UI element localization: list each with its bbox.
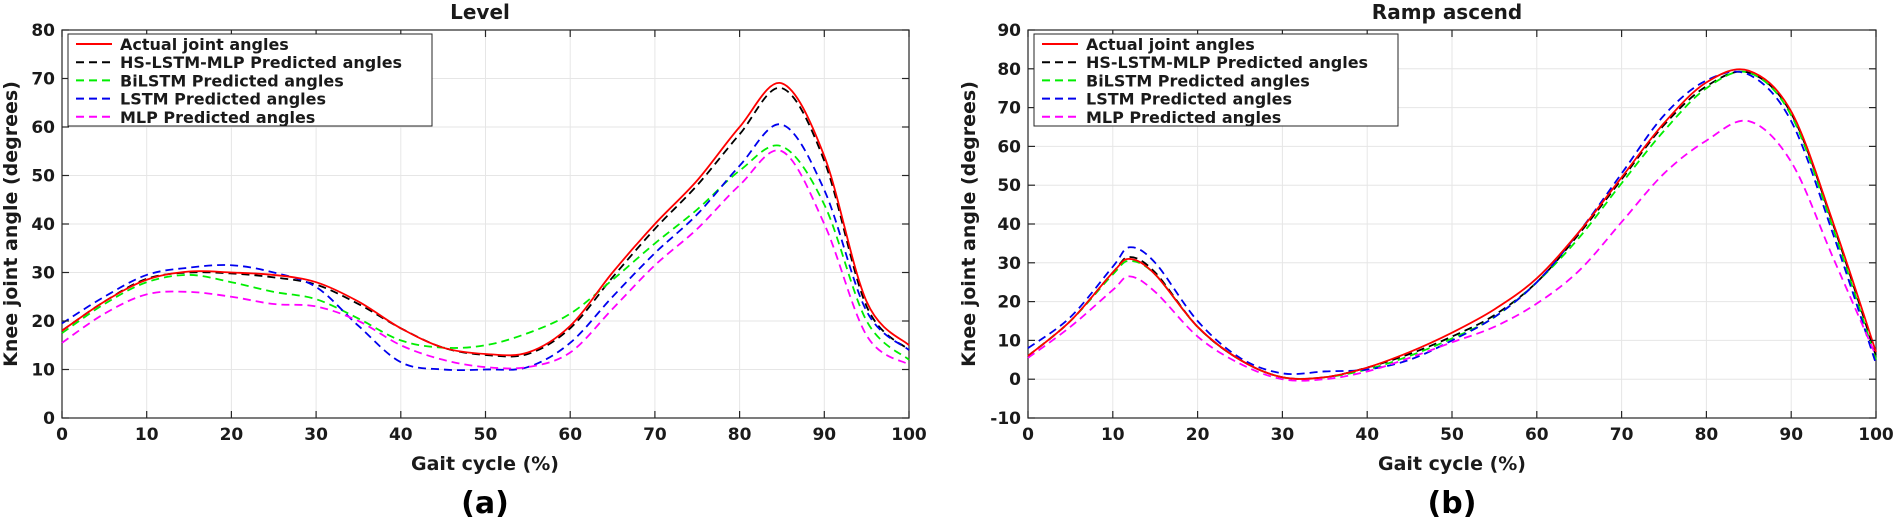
legend-entry: LSTM Predicted angles bbox=[1086, 90, 1292, 109]
x-tick-label: 30 bbox=[1271, 425, 1295, 445]
series-line bbox=[61, 123, 910, 372]
panel-label: (a) bbox=[461, 486, 509, 521]
y-tick-label: 30 bbox=[31, 264, 55, 284]
legend-entry: LSTM Predicted angles bbox=[120, 90, 326, 109]
chart-title: Ramp ascend bbox=[1372, 0, 1522, 24]
series-line bbox=[1027, 119, 1877, 382]
series-layer bbox=[61, 82, 910, 372]
y-tick-label: 30 bbox=[997, 254, 1021, 274]
legend-box bbox=[1033, 33, 1399, 127]
x-tick-label: 40 bbox=[389, 425, 413, 445]
series-line bbox=[1027, 70, 1877, 380]
y-tick-label: 0 bbox=[1009, 370, 1021, 390]
x-tick-label: 60 bbox=[1525, 425, 1549, 445]
legend-entry: BiLSTM Predicted angles bbox=[1086, 71, 1310, 90]
y-tick-label: -10 bbox=[990, 409, 1021, 429]
y-tick-label: 70 bbox=[31, 70, 55, 90]
y-tick-label: 20 bbox=[31, 312, 55, 332]
x-tick-label: 50 bbox=[1440, 425, 1464, 445]
x-tick-label: 50 bbox=[474, 425, 498, 445]
x-axis-label: Gait cycle (%) bbox=[411, 453, 559, 475]
x-tick-label: 70 bbox=[1610, 425, 1634, 445]
legend-entry: BiLSTM Predicted angles bbox=[120, 71, 344, 90]
ticks: 0 10 20 30 40 50 60 70 80 90 100 0 10 20 30 40 50 60 70 80 bbox=[31, 21, 927, 445]
y-tick-label: 60 bbox=[997, 137, 1021, 157]
x-tick-label: 100 bbox=[1858, 425, 1894, 445]
y-tick-label: 50 bbox=[31, 167, 55, 187]
series-line bbox=[61, 82, 910, 357]
series-line bbox=[61, 87, 910, 358]
x-tick-label: 30 bbox=[304, 425, 328, 445]
x-tick-label: 70 bbox=[643, 425, 667, 445]
legend-box bbox=[67, 33, 433, 127]
x-tick-label: 40 bbox=[1355, 425, 1379, 445]
x-tick-label: 20 bbox=[1186, 425, 1210, 445]
ticks: 0 10 20 30 40 50 60 70 80 90 100-10010203040506070… bbox=[990, 21, 1894, 445]
y-tick-label: 10 bbox=[997, 331, 1021, 351]
legend-entry: HS-LSTM-MLP Predicted angles bbox=[120, 53, 402, 72]
x-tick-label: 10 bbox=[135, 425, 159, 445]
legend-entry: Actual joint angles bbox=[120, 35, 289, 54]
x-tick-label: 90 bbox=[812, 425, 836, 445]
x-tick-label: 80 bbox=[1695, 425, 1719, 445]
y-axis-label: Knee joint angle (degrees) bbox=[0, 81, 22, 367]
y-tick-label: 60 bbox=[31, 118, 55, 138]
legend-entry: MLP Predicted angles bbox=[120, 108, 315, 127]
y-tick-label: 70 bbox=[997, 99, 1021, 119]
x-tick-label: 80 bbox=[728, 425, 752, 445]
y-tick-label: 80 bbox=[31, 21, 55, 41]
x-tick-label: 20 bbox=[220, 425, 244, 445]
series-line bbox=[61, 149, 910, 370]
legend-entry: HS-LSTM-MLP Predicted angles bbox=[1086, 53, 1368, 72]
series-layer bbox=[1027, 68, 1877, 382]
y-tick-label: 80 bbox=[997, 60, 1021, 80]
legend-entry: MLP Predicted angles bbox=[1086, 108, 1281, 127]
y-tick-label: 20 bbox=[997, 293, 1021, 313]
chart-title: Level bbox=[450, 0, 510, 24]
x-tick-label: 0 bbox=[1022, 425, 1034, 445]
series-line bbox=[1027, 70, 1877, 376]
chart-level: Level 0 10 20 30 40 50 60 70 80 90 100 0 10 20 30 40 50 6… bbox=[0, 0, 927, 521]
x-axis-label: Gait cycle (%) bbox=[1378, 453, 1526, 475]
chart-ramp-ascend: Ramp ascend 0 10 20 30 40 50 60 70 80 90 100-10010… bbox=[958, 0, 1894, 521]
y-tick-label: 40 bbox=[997, 215, 1021, 235]
y-tick-label: 90 bbox=[997, 21, 1021, 41]
x-tick-label: 90 bbox=[1779, 425, 1803, 445]
y-tick-label: 50 bbox=[997, 176, 1021, 196]
y-tick-label: 10 bbox=[31, 361, 55, 381]
x-tick-label: 100 bbox=[891, 425, 927, 445]
x-tick-label: 0 bbox=[56, 425, 68, 445]
series-line bbox=[61, 144, 910, 361]
x-tick-label: 10 bbox=[1101, 425, 1125, 445]
legend-entry: Actual joint angles bbox=[1086, 35, 1255, 54]
series-line bbox=[1027, 68, 1877, 380]
x-tick-label: 60 bbox=[558, 425, 582, 445]
panel-label: (b) bbox=[1428, 486, 1477, 521]
y-tick-label: 40 bbox=[31, 215, 55, 235]
y-axis-label: Knee joint angle (degrees) bbox=[958, 81, 980, 367]
y-tick-label: 0 bbox=[43, 409, 55, 429]
